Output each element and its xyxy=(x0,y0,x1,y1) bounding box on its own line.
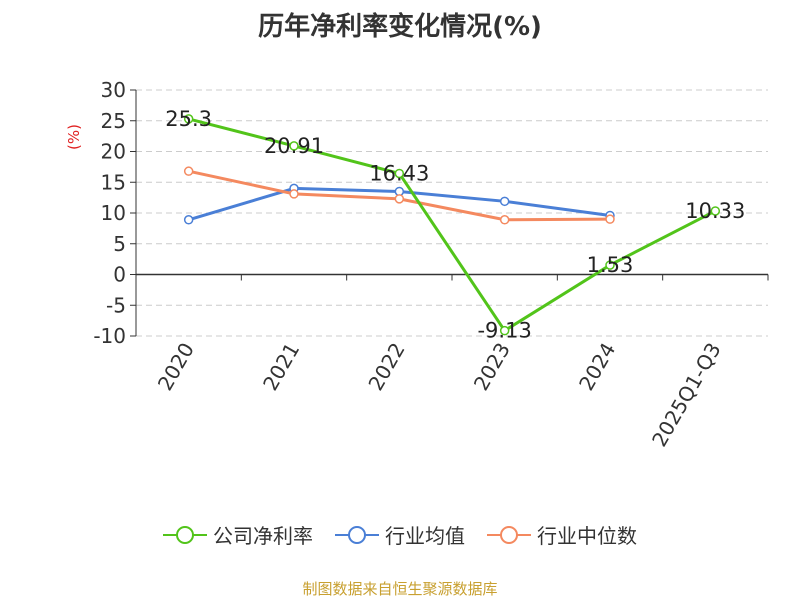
data-point xyxy=(710,206,721,216)
data-point xyxy=(183,166,194,176)
legend-label: 行业中位数 xyxy=(537,524,637,548)
y-tick-label: -5 xyxy=(106,293,126,317)
data-label: 1.53 xyxy=(587,253,634,277)
legend-marker-icon xyxy=(335,525,379,544)
data-label: -9.13 xyxy=(477,319,531,343)
data-label: 25.3 xyxy=(165,107,212,131)
x-tick-label: 2025Q1-Q3 xyxy=(647,339,726,451)
data-point xyxy=(499,215,510,225)
data-point xyxy=(183,215,194,225)
x-tick-label: 2020 xyxy=(153,339,199,395)
legend-item-industry-median[interactable]: 行业中位数 xyxy=(487,520,637,549)
legend-marker-icon xyxy=(487,525,531,544)
data-labels: 25.3 20.91 16.43 -9.13 1.53 10.33 xyxy=(165,107,745,343)
x-tick-label: 2022 xyxy=(363,339,409,395)
y-tick-label: 30 xyxy=(101,78,126,102)
y-tick-labels: 30 25 20 15 10 5 0 -5 -10 xyxy=(93,78,126,348)
x-tick-label: 2023 xyxy=(469,338,515,394)
data-point xyxy=(605,214,615,224)
y-tick-label: 0 xyxy=(113,263,126,287)
data-point xyxy=(289,141,299,151)
legend: 公司净利率 行业均值 行业中位数 xyxy=(0,520,800,549)
legend-label: 公司净利率 xyxy=(213,524,313,548)
y-tick-label: 25 xyxy=(101,109,126,133)
legend-item-company[interactable]: 公司净利率 xyxy=(163,520,313,549)
series-line-0 xyxy=(188,117,717,333)
data-point xyxy=(289,189,299,199)
chart-title: 历年净利率变化情况(%) xyxy=(258,12,542,42)
data-label: 10.33 xyxy=(685,199,745,223)
data-point xyxy=(499,325,510,336)
y-tick-label: 5 xyxy=(113,232,126,256)
x-tick-labels: 2020 2021 2022 2023 2024 2025Q1-Q3 xyxy=(153,338,726,450)
source-footer: 制图数据来自恒生聚源数据库 xyxy=(302,580,498,598)
x-tick-label: 2021 xyxy=(258,339,304,395)
data-label: 16.43 xyxy=(369,161,429,185)
axes xyxy=(130,89,769,337)
grid-lines xyxy=(136,89,768,337)
legend-item-industry-mean[interactable]: 行业均值 xyxy=(335,520,465,549)
data-point xyxy=(605,260,615,270)
y-tick-label: 10 xyxy=(101,201,126,225)
series-lines xyxy=(183,114,721,336)
y-tick-label: -10 xyxy=(93,324,126,348)
data-label: 20.91 xyxy=(264,134,324,158)
y-tick-label: 15 xyxy=(101,170,126,194)
legend-marker-icon xyxy=(163,525,207,544)
data-point xyxy=(183,114,194,124)
legend-label: 行业均值 xyxy=(385,524,465,548)
data-point xyxy=(499,196,510,207)
data-point xyxy=(394,168,405,179)
x-tick-label: 2024 xyxy=(574,339,620,395)
data-point xyxy=(394,194,405,204)
y-tick-label: 20 xyxy=(101,140,126,164)
